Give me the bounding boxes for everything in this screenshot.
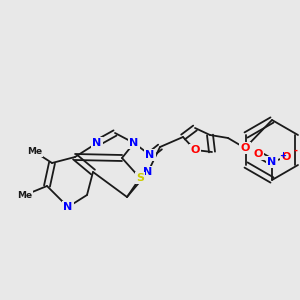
Text: N: N (267, 157, 277, 167)
Text: N: N (129, 138, 139, 148)
Text: +: + (279, 151, 286, 160)
Text: O: O (190, 145, 200, 155)
Text: S: S (136, 173, 144, 183)
Text: N: N (92, 138, 102, 148)
Text: N: N (63, 202, 73, 212)
Text: O: O (240, 143, 250, 153)
Text: O: O (253, 149, 263, 159)
Text: -: - (294, 146, 298, 156)
Text: O: O (281, 152, 291, 162)
Text: N: N (146, 150, 154, 160)
Text: Me: Me (27, 148, 43, 157)
Text: N: N (143, 167, 153, 177)
Text: Me: Me (17, 190, 33, 200)
